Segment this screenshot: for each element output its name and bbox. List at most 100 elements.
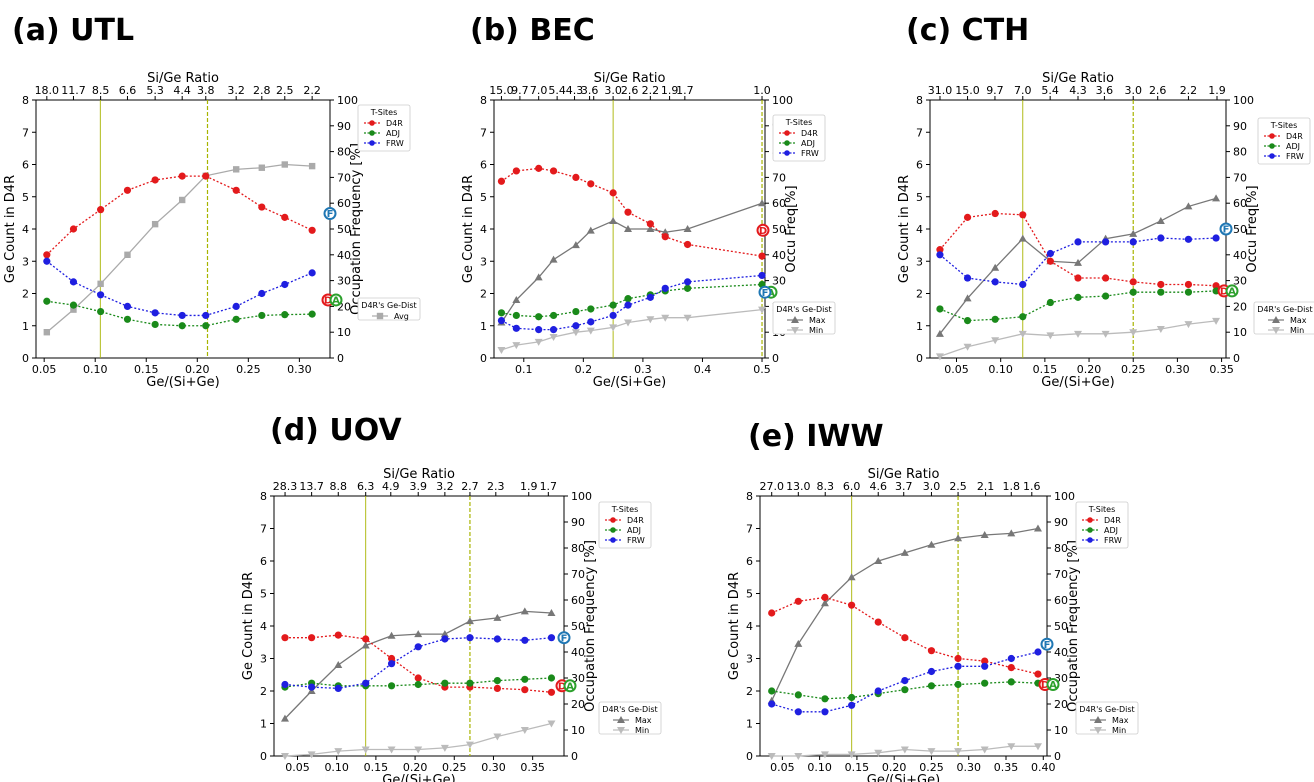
y2-tick-label: 40 [772,249,786,262]
point-d4r [493,684,501,693]
point-d4r [848,601,856,609]
point-max [280,714,289,722]
point-max [534,273,543,281]
series-line-min [939,320,1217,358]
top-tick-label: 8.3 [816,480,834,493]
end-marker-ring [323,207,337,221]
point-adj [43,297,51,305]
y2-tick-label: 0 [571,750,578,763]
point-max [624,225,633,232]
point-adj [927,682,936,690]
panel-name: UTL [70,13,134,48]
point-frw [512,324,520,332]
point-adj [521,675,529,683]
end-marker-ring [1225,284,1239,298]
end-marker-label: A [332,296,340,307]
point-max [1184,202,1193,210]
point-adj [1102,292,1110,300]
legend-title: T-Sites [1088,505,1116,514]
y-tick-label: 5 [746,588,753,601]
y2-tick-label: 70 [571,568,585,581]
top-tick-label: 6.3 [357,480,375,493]
point-min [1018,330,1027,338]
panel-name: CTH [962,13,1030,48]
y-tick-label: 4 [916,223,923,236]
point-frw [334,684,342,693]
point-d4r [1046,257,1054,265]
point-frw [308,683,316,691]
point-frw [308,269,316,277]
y-axis-label: Ge Count in D4R [3,175,18,283]
end-marker-label: F [561,633,568,644]
point-frw [178,311,186,320]
y2-tick-label: 90 [1233,120,1247,133]
end-marker-ring [758,285,772,299]
point-max [1018,234,1027,242]
point-d4r [202,172,210,180]
point-max [935,329,944,337]
legend-box [772,114,826,162]
point-min [646,316,655,324]
y2-tick-label: 60 [772,197,786,210]
point-d4r [572,173,580,181]
y2-tick-label: 80 [571,542,585,555]
point-adj [547,674,556,682]
series-line-frw [46,260,313,317]
y2-tick-label: 90 [571,516,585,529]
point-frw [758,271,766,280]
point-avg [43,329,51,336]
end-marker-d: D [756,223,770,237]
legend-entry: Max [1290,316,1307,325]
end-marker-f: F [1040,637,1054,651]
top-tick-label: 2.7 [461,480,479,493]
panel-title: (b) BEC [470,13,595,48]
y2-tick-label: 0 [1233,352,1240,365]
point-min [847,751,856,759]
x-tick-label: 0.1 [515,363,533,376]
point-max [1129,229,1138,237]
point-max [963,294,972,302]
y-tick-label: 3 [916,255,923,268]
point-adj [123,315,132,323]
top-tick-label: 1.9 [520,480,538,493]
end-marker-f: F [758,285,772,299]
legend-swatch-marker [1087,517,1093,523]
point-min [334,748,343,756]
x-tick-label: 0.05 [944,363,969,376]
point-adj [441,679,449,687]
point-max [1033,524,1042,532]
point-d4r [609,189,617,197]
y2-tick-label: 10 [571,724,585,737]
point-adj [768,687,776,695]
legend-swatch-marker [1269,153,1275,159]
point-avg [70,306,77,313]
point-adj [1007,678,1015,686]
point-avg [97,280,104,288]
legend-entry: Avg [394,312,409,321]
panel-title: (e) IWW [748,419,884,454]
series-line-max [284,610,552,720]
point-avg [281,161,288,168]
series-line-min [501,308,763,351]
point-adj [936,305,944,313]
panel-label: (e) [748,419,796,454]
y-tick-label: 6 [916,159,923,172]
x-tick-label: 0.25 [442,761,467,774]
point-min [1033,743,1042,751]
legend-swatch-marker [784,150,790,156]
panel-bec: (b) BEC 0.1 0.2 0.3 0.4 0.5 Ge/(Si+Ge) 0 1 2 3 4 5 6 7… [461,13,836,390]
point-min [1156,325,1165,333]
point-min [1184,321,1193,329]
legend-entry: ADJ [627,526,641,535]
point-frw [521,636,529,644]
point-d4r [69,225,78,233]
series-line-max [500,202,763,323]
point-d4r [954,654,962,663]
legend-entry: ADJ [1286,142,1300,151]
panel-name: BEC [529,13,594,48]
y-tick-label: 1 [916,320,923,333]
point-min [547,720,556,728]
point-min [497,346,506,354]
top-tick-label: 13.0 [786,480,811,493]
top-tick-label: 31.0 [928,84,953,97]
